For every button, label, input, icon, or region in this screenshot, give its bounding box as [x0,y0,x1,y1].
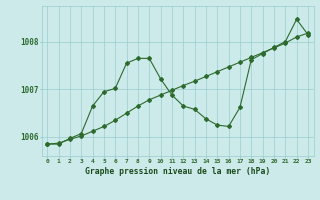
X-axis label: Graphe pression niveau de la mer (hPa): Graphe pression niveau de la mer (hPa) [85,167,270,176]
